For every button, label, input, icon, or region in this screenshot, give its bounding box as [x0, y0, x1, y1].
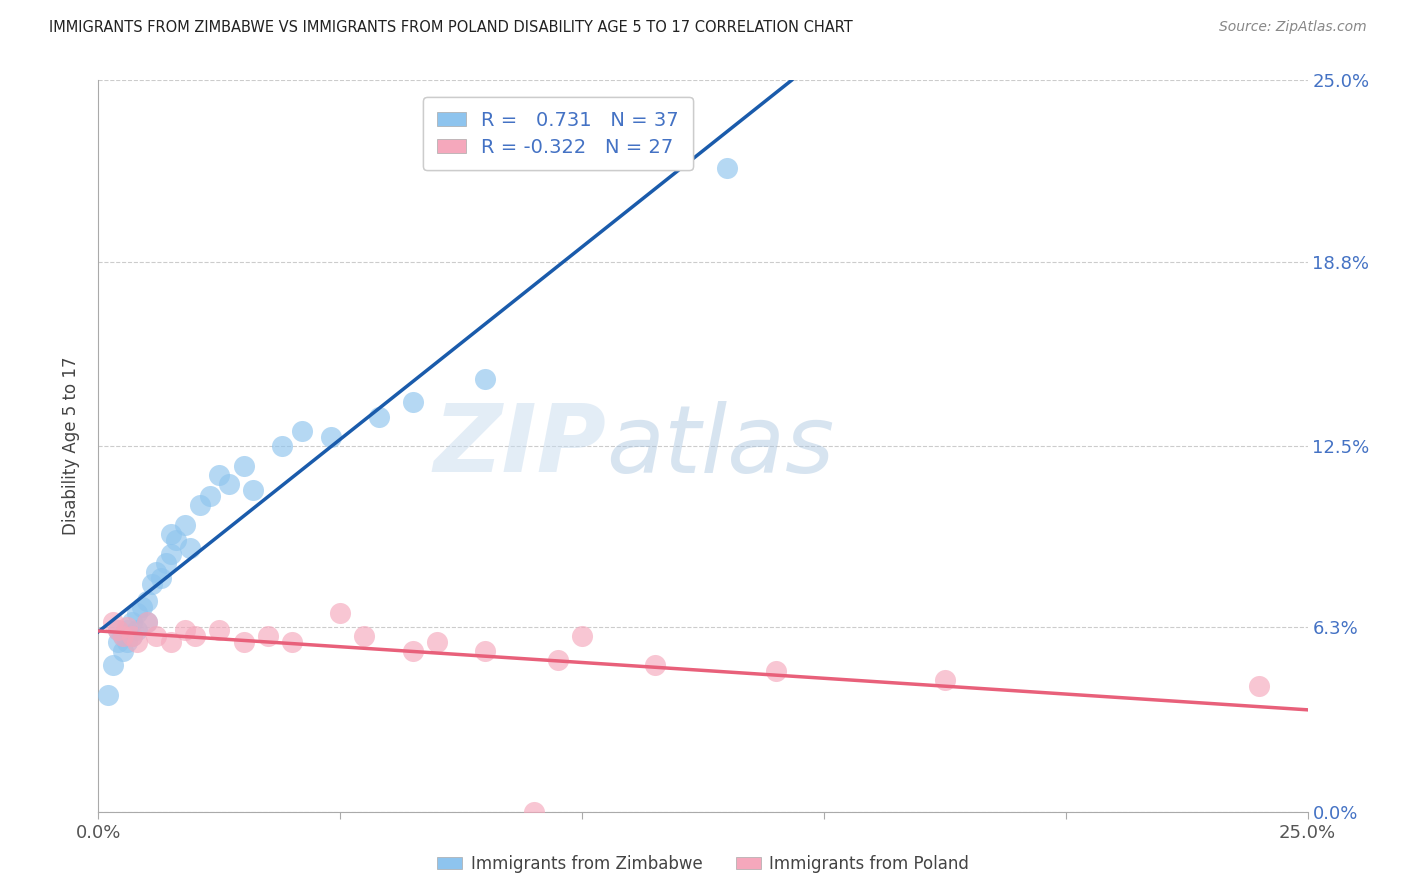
Point	[184, 629, 207, 643]
Point	[402, 644, 425, 658]
Point	[329, 606, 352, 620]
Point	[523, 805, 546, 819]
Point	[218, 477, 240, 491]
Point	[107, 624, 129, 638]
Legend: Immigrants from Zimbabwe, Immigrants from Poland: Immigrants from Zimbabwe, Immigrants fro…	[430, 848, 976, 880]
Point	[160, 547, 183, 561]
Point	[179, 541, 201, 556]
Point	[174, 624, 197, 638]
Text: Source: ZipAtlas.com: Source: ZipAtlas.com	[1219, 20, 1367, 34]
Point	[353, 629, 375, 643]
Point	[117, 635, 139, 649]
Point	[145, 629, 167, 643]
Point	[474, 644, 496, 658]
Point	[232, 635, 254, 649]
Point	[232, 459, 254, 474]
Point	[155, 556, 177, 570]
Point	[208, 468, 231, 483]
Point	[174, 518, 197, 533]
Point	[290, 425, 312, 439]
Point	[135, 594, 157, 608]
Point	[127, 635, 149, 649]
Point	[644, 658, 666, 673]
Point	[111, 644, 134, 658]
Point	[107, 624, 129, 638]
Point	[101, 658, 124, 673]
Point	[131, 599, 153, 614]
Point	[160, 526, 183, 541]
Point	[242, 483, 264, 497]
Point	[101, 615, 124, 629]
Point	[135, 615, 157, 629]
Point	[319, 430, 342, 444]
Point	[127, 624, 149, 638]
Point	[135, 615, 157, 629]
Point	[271, 439, 294, 453]
Point	[117, 620, 139, 634]
Point	[188, 498, 211, 512]
Point	[97, 688, 120, 702]
Point	[111, 629, 134, 643]
Point	[547, 652, 569, 666]
Point	[368, 409, 391, 424]
Point	[716, 161, 738, 175]
Point	[127, 606, 149, 620]
Point	[1249, 679, 1271, 693]
Point	[426, 635, 449, 649]
Point	[281, 635, 304, 649]
Point	[208, 624, 231, 638]
Point	[111, 629, 134, 643]
Point	[107, 635, 129, 649]
Point	[121, 615, 143, 629]
Point	[117, 624, 139, 638]
Point	[165, 533, 187, 547]
Point	[934, 673, 956, 687]
Text: ZIP: ZIP	[433, 400, 606, 492]
Point	[121, 629, 143, 643]
Point	[765, 665, 787, 679]
Point	[256, 629, 278, 643]
Point	[198, 489, 221, 503]
Y-axis label: Disability Age 5 to 17: Disability Age 5 to 17	[62, 357, 80, 535]
Text: atlas: atlas	[606, 401, 835, 491]
Point	[160, 635, 183, 649]
Point	[402, 395, 425, 409]
Point	[141, 576, 163, 591]
Point	[150, 571, 173, 585]
Point	[121, 629, 143, 643]
Text: IMMIGRANTS FROM ZIMBABWE VS IMMIGRANTS FROM POLAND DISABILITY AGE 5 TO 17 CORREL: IMMIGRANTS FROM ZIMBABWE VS IMMIGRANTS F…	[49, 20, 853, 35]
Point	[474, 372, 496, 386]
Point	[571, 629, 593, 643]
Point	[145, 565, 167, 579]
Legend: R =   0.731   N = 37, R = -0.322   N = 27: R = 0.731 N = 37, R = -0.322 N = 27	[423, 97, 693, 170]
